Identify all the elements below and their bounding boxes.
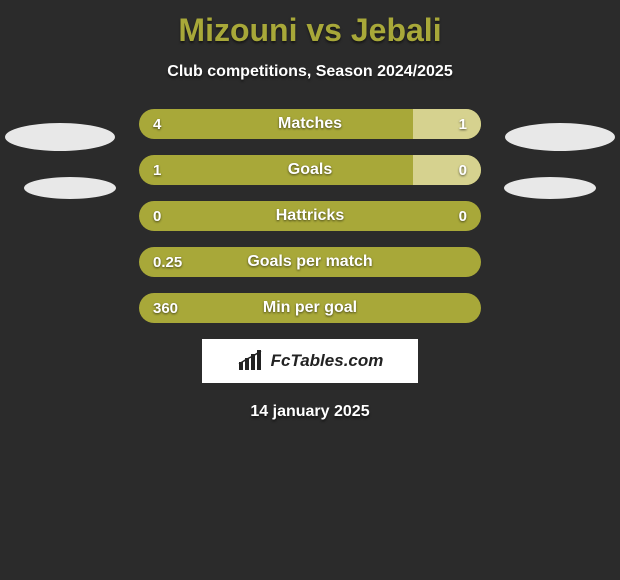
page-title: Mizouni vs Jebali: [0, 0, 620, 49]
bar-right: [413, 109, 481, 139]
bar-left: [139, 293, 481, 323]
stat-row-matches: 4 Matches 1: [139, 109, 481, 139]
bar-right: [413, 155, 481, 185]
logo-text: FcTables.com: [271, 351, 384, 371]
stat-row-goals-per-match: 0.25 Goals per match: [139, 247, 481, 277]
stat-row-min-per-goal: 360 Min per goal: [139, 293, 481, 323]
bar-left: [139, 201, 481, 231]
comparison-chart: 4 Matches 1 1 Goals 0 0 Hattricks 0 0.25…: [0, 109, 620, 323]
stat-row-hattricks: 0 Hattricks 0: [139, 201, 481, 231]
fctables-logo: FcTables.com: [202, 339, 418, 383]
date-label: 14 january 2025: [0, 403, 620, 421]
bar-left: [139, 247, 481, 277]
player-photo-placeholder-left-1: [5, 123, 115, 151]
bar-chart-icon: [237, 350, 265, 372]
player-photo-placeholder-right-2: [504, 177, 596, 199]
page-subtitle: Club competitions, Season 2024/2025: [0, 63, 620, 81]
player-photo-placeholder-right-1: [505, 123, 615, 151]
stat-row-goals: 1 Goals 0: [139, 155, 481, 185]
stat-rows: 4 Matches 1 1 Goals 0 0 Hattricks 0 0.25…: [139, 109, 481, 323]
player-photo-placeholder-left-2: [24, 177, 116, 199]
